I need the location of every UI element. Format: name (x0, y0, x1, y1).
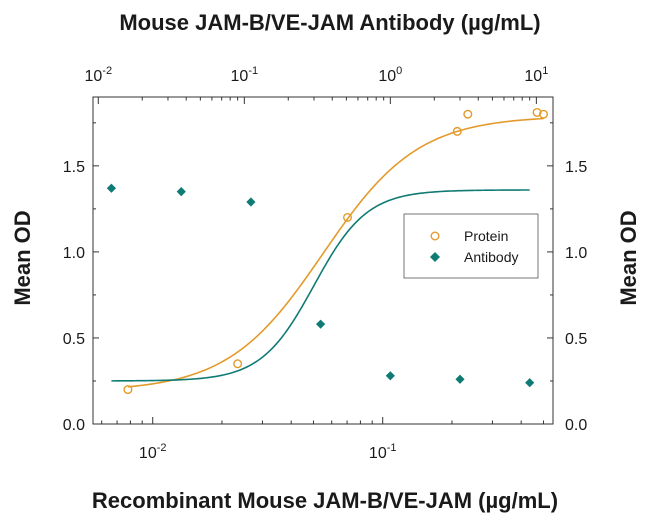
fit-curve-antibody (111, 189, 530, 382)
x-top-tick-label: 10-1 (231, 65, 259, 85)
y-tick-label-right: 0.5 (565, 331, 587, 348)
data-point-protein (463, 109, 473, 119)
bottom-axis-title: Recombinant Mouse JAM-B/VE-JAM (µg/mL) (92, 488, 558, 513)
data-point-protein (452, 126, 462, 136)
x-top-tick-label: 101 (524, 65, 548, 85)
plot-frame (92, 96, 554, 425)
x-top-tick-label: 10-2 (84, 65, 112, 85)
top-axis-title: Mouse JAM-B/VE-JAM Antibody (µg/mL) (119, 10, 540, 35)
data-point-antibody (106, 183, 117, 193)
data-point-antibody (525, 378, 535, 388)
data-point-antibody (176, 187, 186, 197)
legend-antibody-label: Antibody (464, 249, 518, 265)
legend-protein-marker (430, 231, 440, 241)
x-bottom-tick-label: 10-1 (369, 442, 397, 462)
y-tick-label-right: 0.0 (565, 417, 587, 434)
data-point-protein (538, 109, 548, 119)
right-y-axis-title: Mean OD (616, 210, 641, 305)
y-tick-label-left: 1.0 (63, 245, 85, 262)
legend: Protein Antibody (403, 213, 539, 279)
data-point-protein (532, 107, 542, 117)
curves-layer (111, 117, 544, 388)
data-point-protein (233, 359, 243, 369)
markers-layer (106, 107, 548, 395)
data-point-antibody (316, 319, 326, 329)
y-tick-label-left: 0.5 (63, 331, 85, 348)
legend-antibody-marker (430, 252, 440, 262)
data-point-antibody (455, 374, 465, 384)
y-tick-label-left: 1.5 (63, 159, 85, 176)
y-tick-label-left: 0.0 (63, 417, 85, 434)
axes-layer: 0.0 0.0 0.5 0.5 1.0 1.0 1.5 1.5 10-2 10-1 10-2 10-1… (63, 65, 588, 462)
x-top-tick-label: 100 (378, 65, 402, 85)
x-bottom-tick-label: 10-2 (139, 442, 167, 462)
y-tick-label-right: 1.0 (565, 245, 587, 262)
data-point-protein (123, 385, 133, 395)
left-y-axis-title: Mean OD (10, 210, 35, 305)
legend-box (403, 213, 539, 279)
legend-protein-label: Protein (464, 228, 508, 244)
data-point-protein (343, 212, 353, 222)
data-point-antibody (246, 197, 256, 207)
y-tick-label-right: 1.5 (565, 159, 587, 176)
data-point-antibody (385, 371, 395, 381)
fit-curve-protein (127, 117, 544, 388)
